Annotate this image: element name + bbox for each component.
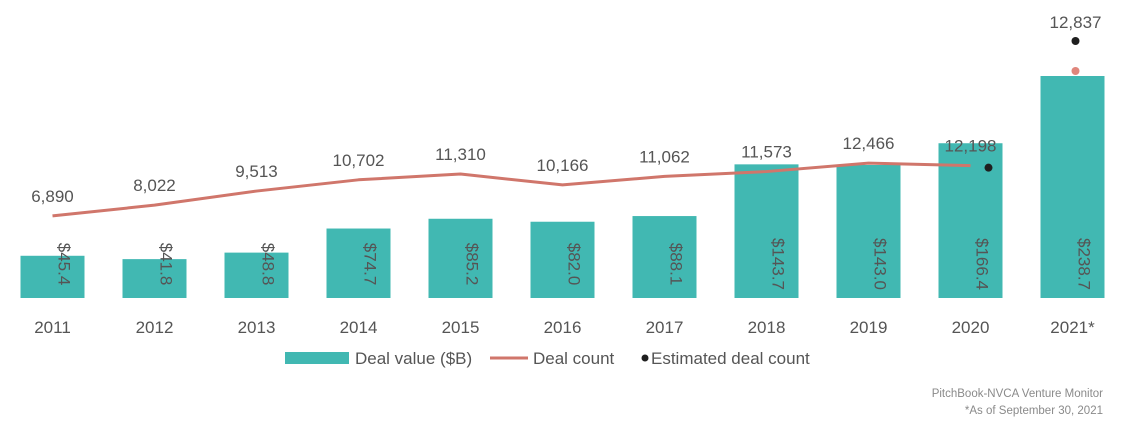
legend-swatch-estimated-deal-count (641, 354, 649, 362)
bar-value-label: $45.4 (55, 243, 74, 286)
x-tick-label: 2012 (136, 318, 174, 337)
deal-count-label: 9,513 (235, 162, 278, 181)
legend-label-deal-value: Deal value ($B) (355, 349, 472, 368)
x-tick-label: 2018 (748, 318, 786, 337)
bar-2015 (428, 218, 493, 298)
x-axis-ticks: 2011 2012 2013 2014 2015 2016 2017 2018 2019 2020… (34, 318, 1095, 337)
deal-count-label: 10,166 (537, 156, 589, 175)
bar-value-label: $143.0 (871, 238, 890, 290)
bar-2019 (836, 165, 901, 298)
deal-count-label: 10,702 (333, 151, 385, 170)
legend-label-deal-count: Deal count (533, 349, 615, 368)
x-tick-label: 2013 (238, 318, 276, 337)
x-tick-label: 2017 (646, 318, 684, 337)
bar-2013 (224, 252, 289, 298)
x-tick-label: 2016 (544, 318, 582, 337)
estimated-deal-count-point (984, 163, 993, 172)
deal-count-label: 12,198 (945, 137, 997, 156)
x-tick-label: 2019 (850, 318, 888, 337)
deal-count-line (52, 161, 971, 218)
bar-2017 (632, 216, 697, 298)
bar-2011 (20, 255, 85, 298)
legend: Deal value ($B) Deal count Estimated dea… (285, 349, 810, 368)
deal-count-point-2021 (1071, 67, 1080, 75)
x-tick-label: 2021* (1050, 318, 1095, 337)
bar-value-label: $41.8 (157, 243, 176, 286)
deal-count-label: 12,466 (843, 134, 895, 153)
bars-layer (20, 76, 1105, 298)
source-credit: PitchBook-NVCA Venture Monitor (931, 388, 1103, 400)
bar-2016 (530, 221, 595, 298)
x-tick-label: 2015 (442, 318, 480, 337)
legend-swatch-deal-value (285, 352, 349, 364)
deal-count-label: 11,310 (435, 145, 486, 164)
bar-2018 (734, 164, 799, 298)
bar-value-label: $82.0 (565, 243, 584, 286)
footnote: *As of September 30, 2021 (964, 405, 1103, 417)
legend-label-estimated-deal-count: Estimated deal count (651, 349, 810, 368)
bar-2021* (1040, 76, 1105, 298)
deal-count-label: 11,573 (741, 143, 792, 162)
x-tick-label: 2011 (34, 318, 71, 337)
estimated-deal-count-label: 12,837 (1050, 13, 1102, 32)
deal-count-label: 11,062 (639, 147, 690, 166)
bar-value-label: $85.2 (463, 243, 482, 286)
labels-layer: $45.4 $41.8 $48.8 $74.7 $85.2 $82.0 $88.1 $143.… (31, 13, 1101, 290)
deal-count-label: 8,022 (133, 176, 176, 195)
bar-value-label: $143.7 (769, 238, 788, 290)
bar-value-label: $88.1 (667, 243, 686, 286)
bar-2014 (326, 228, 391, 298)
bar-value-label: $74.7 (361, 243, 380, 286)
deal-count-line-layer (52, 37, 1080, 218)
bar-2012 (122, 259, 187, 298)
estimated-deal-count-point (1071, 37, 1080, 45)
bar-value-label: $48.8 (259, 243, 278, 286)
deal-count-label: 6,890 (31, 187, 74, 206)
x-tick-label: 2014 (340, 318, 378, 337)
bar-value-label: $166.4 (973, 238, 992, 290)
x-tick-label: 2020 (952, 318, 990, 337)
bar-value-label: $238.7 (1075, 238, 1094, 290)
